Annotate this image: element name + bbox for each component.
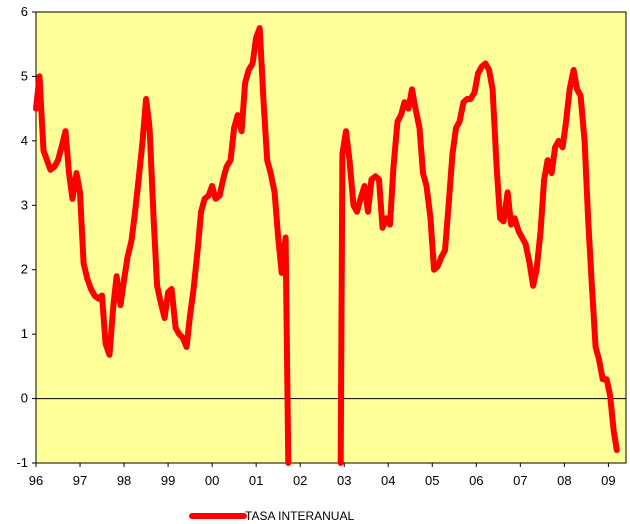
x-tick-label: 05 [425,473,439,488]
axis-ticks [32,11,609,467]
x-tick-label: 09 [601,473,615,488]
x-tick-label: 02 [293,473,307,488]
y-tick-label: 3 [21,197,28,212]
series-lines [33,25,620,466]
y-tick-label: 1 [21,326,28,341]
x-tick-label: 98 [117,473,131,488]
x-tick-label: 06 [469,473,483,488]
x-tick-label: 07 [513,473,527,488]
x-tick-label: 08 [557,473,571,488]
y-tick-label: 0 [21,391,28,406]
legend-label: TASA INTERANUAL [245,509,354,523]
x-tick-label: 04 [381,473,395,488]
y-tick-label: 5 [21,68,28,83]
x-tick-label: 99 [161,473,175,488]
series-line-tasa-interanual [337,60,620,466]
x-tick-label: 03 [337,473,351,488]
y-tick-label: 4 [21,133,28,148]
legend: TASA INTERANUAL [189,509,354,523]
x-tick-label: 00 [205,473,219,488]
y-tick-label: 6 [21,4,28,19]
x-tick-label: 97 [73,473,87,488]
x-axis-tick-labels: 96 97 98 99 00 01 02 03 04 05 06 07 08 09 [29,473,616,488]
y-tick-label: 2 [21,262,28,277]
series-line-tasa-interanual [33,25,292,466]
x-tick-label: 01 [249,473,263,488]
x-tick-label: 96 [29,473,43,488]
y-axis-tick-labels: -1 0 1 2 3 4 5 6 [16,4,28,470]
y-tick-label: -1 [16,455,28,470]
